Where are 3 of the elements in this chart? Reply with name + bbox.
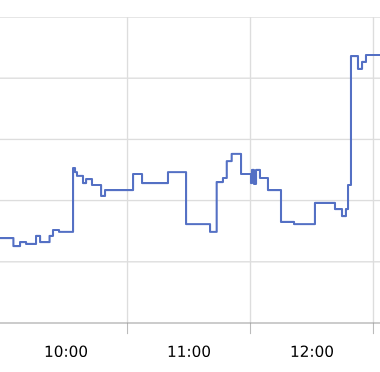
x-tick-label: 10:00 <box>46 345 88 358</box>
x-tick-label: 11:00 <box>168 345 210 358</box>
x-tick-label: 12:00 <box>292 345 333 358</box>
